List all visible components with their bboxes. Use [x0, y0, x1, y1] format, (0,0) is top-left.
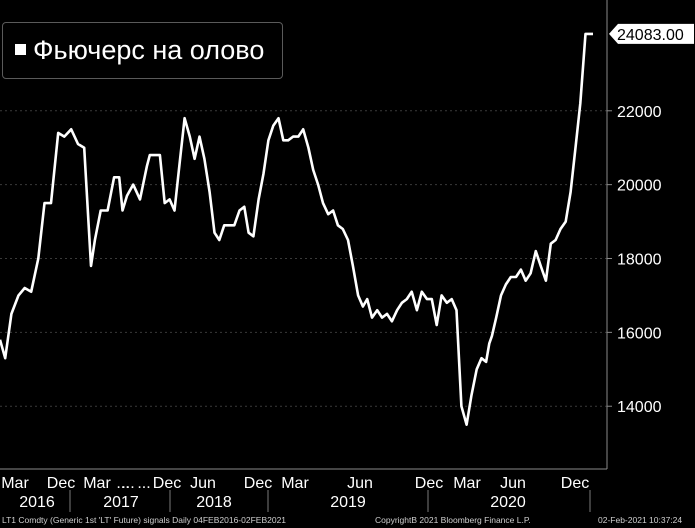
x-year-label: 2017 [103, 494, 139, 511]
legend [2, 22, 283, 79]
x-month-label: Dec [244, 475, 272, 492]
x-month-label: Dec [561, 475, 589, 492]
y-tick-label: 20000 [617, 178, 662, 195]
footer-copyright: CopyrightB 2021 Bloomberg Finance L.P. [375, 515, 531, 525]
x-month-label: Jun [347, 475, 373, 492]
y-tick-label: 18000 [617, 252, 662, 269]
x-month-label: Jun [190, 475, 216, 492]
x-year-label: 2020 [490, 494, 526, 511]
legend-swatch [15, 44, 26, 55]
x-month-label: Mar [1, 475, 29, 492]
last-value-label: 24083.00 [617, 27, 684, 44]
x-month-label: Mar [83, 475, 111, 492]
x-month-label: ... [121, 475, 134, 492]
x-year-label: 2016 [19, 494, 55, 511]
x-month-label: Jun [500, 475, 526, 492]
x-month-label: ... [116, 475, 129, 492]
x-year-label: 2018 [196, 494, 232, 511]
x-month-label: Dec [415, 475, 443, 492]
x-month-label: Mar [453, 475, 481, 492]
last-value-marker [609, 23, 694, 44]
x-month-label: Dec [153, 475, 181, 492]
footer-source: LT1 Comdty (Generic 1st 'LT' Future) sig… [2, 515, 287, 525]
y-tick-label: 14000 [617, 399, 662, 416]
x-month-label: ... [137, 475, 150, 492]
footer-timestamp: 02-Feb-2021 10:37:24 [598, 515, 683, 525]
x-month-label: Dec [47, 475, 75, 492]
series-line [0, 32, 593, 427]
legend-series-label: Фьючерс на олово [33, 35, 265, 65]
x-month-label: Mar [281, 475, 309, 492]
y-tick-label: 22000 [617, 104, 662, 121]
y-tick-label: 16000 [617, 325, 662, 342]
x-year-label: 2019 [330, 494, 366, 511]
